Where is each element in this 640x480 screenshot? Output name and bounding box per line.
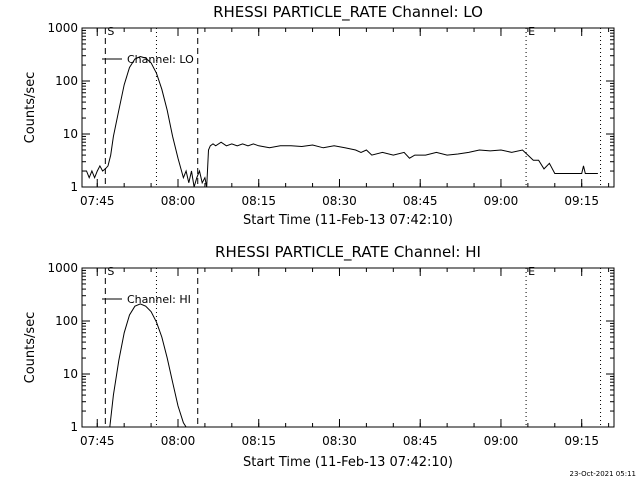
x-tick-label: 08:45 [403,194,438,208]
x-tick-label: 08:15 [241,194,276,208]
event-marker-label: E [528,25,535,38]
x-tick-label: 07:45 [80,434,115,448]
x-tick-label: 08:00 [161,434,196,448]
timestamp: 23-Oct-2021 05:11 [570,470,636,478]
x-tick-label: 09:15 [564,434,599,448]
y-axis-label: Counts/sec [23,72,38,144]
y-tick-label: 10 [63,127,78,141]
y-tick-label: 10 [63,367,78,381]
x-tick-label: 09:15 [564,194,599,208]
y-axis-label: Counts/sec [23,312,38,384]
y-tick-label: 1000 [47,261,78,275]
chart-lo: RHESSI PARTICLE_RATE Channel: LO Start T… [23,3,615,228]
x-tick-label: 08:45 [403,434,438,448]
x-tick-label: 08:30 [322,434,357,448]
event-marker-label: E [528,265,535,278]
event-marker-label: S [107,265,114,278]
series-line [82,55,598,187]
x-tick-label: 08:00 [161,194,196,208]
legend-entry: Channel: LO [127,53,194,66]
y-tick-label: 1000 [47,21,78,35]
plot-frame [81,27,615,188]
y-tick-label: 100 [55,314,78,328]
chart-title: RHESSI PARTICLE_RATE Channel: LO [213,3,483,22]
chart-hi: RHESSI PARTICLE_RATE Channel: HI Start T… [23,243,615,470]
x-tick-label: 09:00 [484,194,519,208]
x-tick-label: 07:45 [80,194,115,208]
x-tick-label: 08:15 [241,434,276,448]
plot-frame [81,267,615,428]
y-tick-label: 1 [70,180,78,194]
x-tick-label: 09:00 [484,434,519,448]
y-tick-label: 1 [70,420,78,434]
event-marker-label: S [107,25,114,38]
x-tick-label: 08:30 [322,194,357,208]
chart-title: RHESSI PARTICLE_RATE Channel: HI [215,243,481,262]
x-axis-label: Start Time (11-Feb-13 07:42:10) [243,213,453,228]
series-line [109,303,187,427]
y-tick-label: 100 [55,74,78,88]
x-axis-label: Start Time (11-Feb-13 07:42:10) [243,455,453,470]
legend-entry: Channel: HI [127,293,191,306]
